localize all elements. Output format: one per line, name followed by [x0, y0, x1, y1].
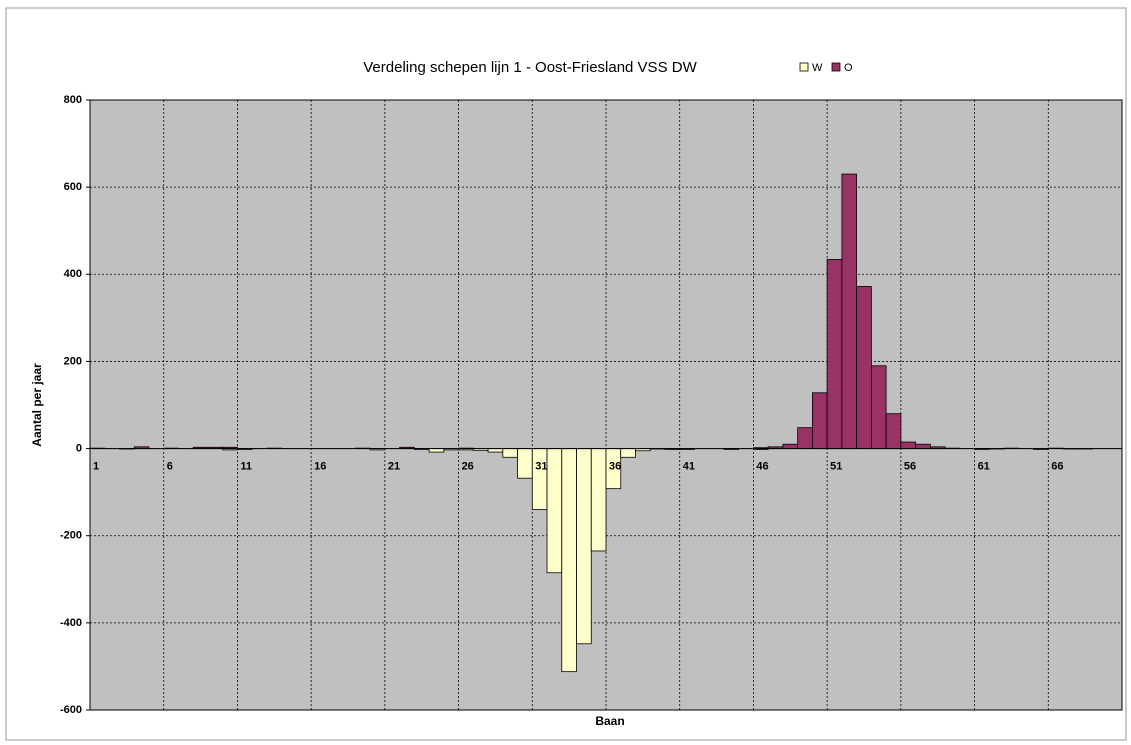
bar	[487, 448, 504, 453]
bar	[590, 448, 607, 552]
x-tick-label: 11	[240, 460, 252, 472]
x-tick-label: 56	[904, 460, 916, 472]
bar	[856, 286, 872, 449]
x-tick-label: 41	[683, 460, 695, 472]
y-tick-label: -200	[60, 530, 82, 542]
y-tick-label: 600	[64, 181, 82, 193]
x-tick-label: 66	[1051, 460, 1063, 472]
legend-label: W	[812, 62, 823, 74]
y-tick-label: 0	[76, 442, 82, 454]
bar	[870, 365, 887, 449]
bar	[517, 448, 533, 479]
bar	[915, 443, 931, 449]
x-tick-label: 46	[756, 460, 768, 472]
x-tick-label: 36	[609, 460, 621, 472]
x-tick-label: 1	[93, 460, 99, 472]
x-tick-label: 6	[167, 460, 173, 472]
bar	[885, 413, 902, 449]
bar	[900, 441, 916, 449]
y-tick-label: -400	[60, 617, 82, 629]
y-axis-label: Aantal per jaar	[30, 363, 44, 447]
legend-swatch	[799, 62, 809, 72]
x-tick-label: 26	[462, 460, 474, 472]
x-tick-label: 21	[388, 460, 400, 472]
x-axis-label: Baan	[595, 714, 624, 728]
legend-label: O	[844, 62, 853, 74]
bar	[502, 448, 518, 458]
bar	[620, 448, 636, 458]
legend-swatch	[831, 62, 841, 72]
bar	[841, 173, 858, 449]
plot-border	[89, 99, 1123, 711]
x-tick-label: 61	[978, 460, 990, 472]
bar	[782, 443, 799, 449]
chart-title: Verdeling schepen lijn 1 - Oost-Frieslan…	[363, 59, 697, 76]
x-tick-label: 31	[535, 460, 547, 472]
x-tick-label: 16	[314, 460, 326, 472]
y-tick-label: -600	[60, 704, 82, 716]
bar	[812, 392, 828, 449]
bar	[797, 427, 813, 449]
bar	[531, 448, 548, 510]
bar	[428, 448, 445, 453]
bar	[561, 448, 577, 673]
bar	[576, 448, 592, 645]
y-tick-label: 400	[64, 268, 82, 280]
y-tick-label: 800	[64, 94, 82, 106]
x-tick-label: 51	[830, 460, 842, 472]
bar	[826, 259, 843, 449]
bar	[546, 448, 563, 574]
y-tick-label: 200	[64, 355, 82, 367]
